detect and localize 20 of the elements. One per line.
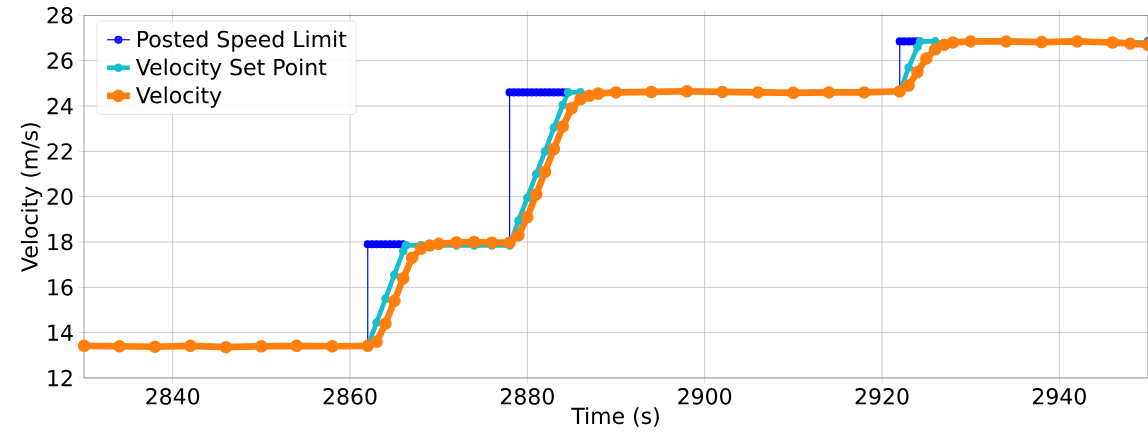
y-tick-label: 18 (48, 233, 73, 251)
x-tick-label: 2860 (323, 388, 377, 405)
legend-label: Posted Speed Limit (137, 30, 347, 52)
x-axis-title: Time (s) (571, 407, 659, 427)
legend-label: Velocity (135, 86, 222, 108)
y-tick-label: 24 (47, 97, 73, 115)
x-tick-label: 2940 (1032, 388, 1086, 405)
y-tick-label: 14 (48, 324, 73, 341)
y-tick-label: 20 (47, 188, 73, 205)
y-tick-label: 28 (47, 7, 73, 24)
y-tick-label: 12 (48, 369, 72, 387)
x-tick-label: 2880 (500, 388, 554, 405)
x-tick-label: 2840 (146, 388, 200, 405)
x-tick-label: 2900 (678, 388, 732, 405)
y-tick-label: 26 (47, 52, 73, 69)
y-tick-label: 22 (47, 143, 72, 160)
y-tick-label: 16 (48, 279, 73, 296)
x-tick-label: 2920 (855, 388, 909, 405)
y-axis-title: Velocity (m/s) (20, 123, 43, 272)
legend-label: Velocity Set Point (135, 58, 327, 80)
